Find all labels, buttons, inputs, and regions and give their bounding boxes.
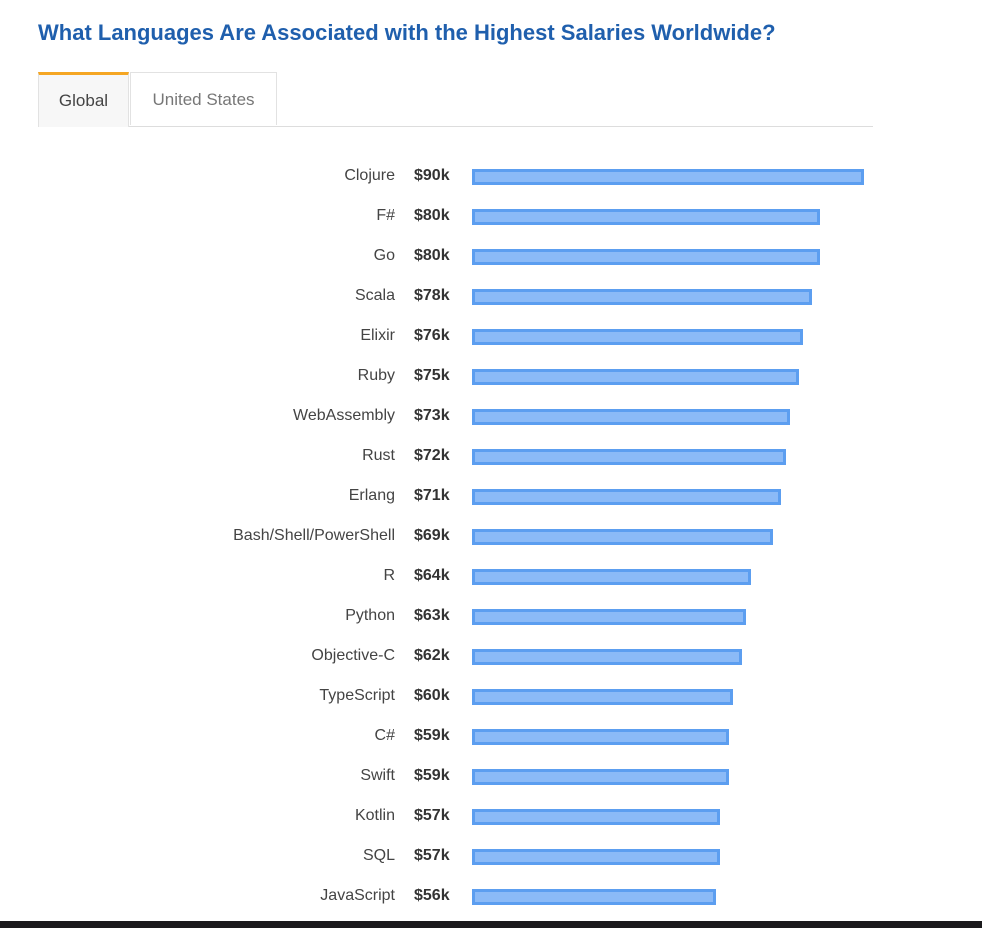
tab-bar: Global United States	[38, 72, 873, 127]
category-label: Objective-C	[311, 647, 395, 664]
bar	[472, 569, 751, 585]
category-label: TypeScript	[319, 687, 395, 704]
value-label: $59k	[414, 767, 450, 784]
bottom-strip	[0, 921, 982, 928]
value-label: $60k	[414, 687, 450, 704]
category-label: JavaScript	[320, 887, 395, 904]
bar	[472, 329, 803, 345]
tab-united-states[interactable]: United States	[130, 72, 277, 125]
value-label: $57k	[414, 807, 450, 824]
category-label: Bash/Shell/PowerShell	[233, 527, 395, 544]
value-label: $71k	[414, 487, 450, 504]
page-title: What Languages Are Associated with the H…	[38, 20, 776, 45]
value-label: $56k	[414, 887, 450, 904]
value-label: $59k	[414, 727, 450, 744]
bar	[472, 649, 742, 665]
value-label: $69k	[414, 527, 450, 544]
value-label: $80k	[414, 247, 450, 264]
category-label: Rust	[362, 447, 395, 464]
category-label: Scala	[354, 287, 395, 304]
bar	[472, 809, 720, 825]
category-label: F#	[376, 207, 395, 224]
value-label: $75k	[414, 367, 450, 384]
bar	[472, 489, 781, 505]
bar	[472, 209, 820, 225]
bar	[472, 289, 812, 305]
category-label: Elixir	[360, 327, 395, 344]
category-label: SQL	[362, 847, 395, 864]
category-label: Go	[373, 247, 395, 264]
value-label: $57k	[414, 847, 450, 864]
value-label: $80k	[414, 207, 450, 224]
value-label: $63k	[414, 607, 450, 624]
category-label: Erlang	[348, 487, 395, 504]
category-label: Kotlin	[354, 807, 395, 824]
tab-global[interactable]: Global	[38, 72, 129, 127]
category-label: C#	[374, 727, 395, 744]
bar	[472, 449, 786, 465]
bar	[472, 889, 716, 905]
bar	[472, 249, 820, 265]
value-label: $62k	[414, 647, 450, 664]
value-label: $72k	[414, 447, 450, 464]
bar	[472, 529, 773, 545]
bar	[472, 849, 720, 865]
bar	[472, 609, 746, 625]
value-label: $90k	[414, 167, 450, 184]
value-label: $76k	[414, 327, 450, 344]
value-label: $78k	[414, 287, 450, 304]
category-label: Python	[345, 607, 395, 624]
value-label: $73k	[414, 407, 450, 424]
bar	[472, 769, 729, 785]
value-label: $64k	[414, 567, 450, 584]
bar	[472, 369, 799, 385]
bar	[472, 689, 733, 705]
bar	[472, 409, 790, 425]
category-label: Swift	[360, 767, 395, 784]
category-label: Clojure	[344, 167, 395, 184]
bar	[472, 169, 864, 185]
category-label: WebAssembly	[293, 407, 395, 424]
category-label: R	[383, 567, 395, 584]
bar	[472, 729, 729, 745]
category-label: Ruby	[357, 367, 395, 384]
